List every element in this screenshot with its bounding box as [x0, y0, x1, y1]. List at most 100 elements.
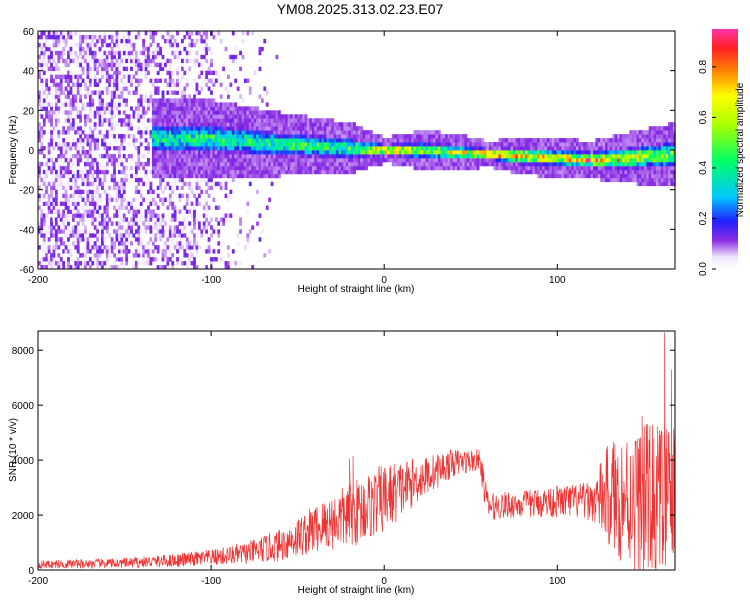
spectrogram-cell — [639, 153, 642, 159]
spectrogram-cell — [137, 114, 141, 119]
spectrogram-cell — [246, 165, 250, 171]
spectrogram-cell — [277, 134, 281, 139]
spectrogram-cell — [86, 237, 90, 242]
spectrogram-cell — [47, 237, 51, 242]
spectrogram-cell — [91, 233, 95, 238]
spectrogram-cell — [74, 225, 78, 230]
spectrogram-cell — [88, 249, 92, 254]
spectrogram-cell — [517, 169, 521, 175]
spectrogram-cell — [178, 102, 182, 107]
spectrogram-cell — [134, 249, 138, 254]
spectrogram-cell — [142, 153, 146, 159]
spectrogram-cell — [190, 173, 194, 179]
spectrogram-cell — [52, 82, 56, 87]
spectrogram-cell — [534, 146, 538, 151]
spectrogram-cell — [256, 134, 259, 139]
spectrogram-cell — [282, 122, 286, 127]
spectrogram-cell — [40, 233, 44, 238]
spectrogram-cell — [183, 150, 187, 155]
spectrogram-cell — [161, 94, 165, 99]
spectrogram-cell — [98, 38, 102, 44]
spectrogram-cell — [64, 205, 68, 210]
spectrogram-cell — [173, 233, 177, 238]
spectrogram-cell — [304, 146, 308, 151]
spectrogram-cell — [115, 58, 119, 64]
spectrogram-cell — [227, 261, 230, 266]
spectrogram-cell — [285, 130, 288, 135]
spectrogram-cell — [67, 114, 70, 119]
spectrogram-cell — [207, 241, 211, 246]
spectrogram-cell — [260, 98, 264, 103]
spectrogram-cell — [442, 153, 446, 159]
spectrogram-cell — [333, 161, 337, 167]
spectrogram-cell — [168, 142, 172, 147]
spectrogram-cell — [115, 70, 119, 76]
spectrogram-cell — [411, 138, 415, 143]
spectrogram-cell — [105, 62, 109, 68]
spectrogram-cell — [605, 161, 608, 167]
spectrogram-cell — [168, 165, 172, 171]
spectrogram-cell — [287, 134, 291, 139]
spectrogram-cell — [103, 209, 107, 214]
spectrogram-cell — [285, 146, 288, 151]
spectrogram-cell — [151, 241, 155, 246]
spectrogram-cell — [84, 165, 87, 171]
spectrogram-cell — [84, 50, 87, 56]
spectrogram-cell — [86, 70, 90, 76]
spectrogram-cell — [96, 70, 99, 76]
spectrogram-cell — [227, 122, 230, 127]
spectrogram-cell — [408, 142, 412, 147]
spectrogram-cell — [316, 138, 320, 143]
spectrogram-cell — [52, 42, 56, 48]
spectrogram-cell — [200, 153, 204, 159]
spectrogram-cell — [631, 134, 635, 139]
spectrogram-cell — [62, 153, 66, 159]
spectrogram-cell — [660, 181, 664, 187]
spectrogram-cell — [229, 138, 233, 143]
spectrogram-cell — [464, 161, 468, 167]
spectrogram-cell — [71, 142, 75, 147]
spectrogram-cell — [546, 165, 550, 171]
spectrogram-cell — [566, 153, 570, 159]
spectrogram-cell — [227, 90, 230, 95]
spectrogram-cell — [292, 122, 296, 127]
spectrogram-cell — [156, 205, 160, 210]
spectrogram-cell — [50, 257, 53, 262]
spectrogram-cell — [93, 114, 97, 119]
spectrogram-cell — [98, 122, 102, 127]
spectrogram-cell — [651, 146, 654, 151]
spectrogram-cell — [442, 134, 446, 139]
spectrogram-cell — [231, 54, 235, 60]
spectrogram-cell — [309, 161, 313, 167]
spectrogram-cell — [190, 118, 194, 123]
spectrogram-cell — [52, 257, 56, 262]
spectrogram-cell — [256, 122, 259, 127]
spectrogram-cell — [149, 90, 153, 95]
spectrogram-cell — [617, 173, 621, 179]
spectrogram-cell — [287, 150, 291, 155]
spectrogram-cell — [231, 161, 235, 167]
spectrogram-cell — [69, 165, 73, 171]
spectrogram-cell — [81, 66, 85, 72]
spectrogram-cell — [452, 153, 456, 159]
spectrogram-cell — [512, 161, 516, 167]
spectrogram-cell — [166, 161, 170, 167]
spectrogram-cell — [306, 161, 310, 167]
spectrogram-cell — [546, 173, 550, 179]
spectrogram-cell — [314, 153, 318, 159]
spectrogram-cell — [159, 165, 162, 171]
spectrogram-cell — [234, 165, 238, 171]
spectrogram-cell — [653, 153, 657, 159]
spectrogram-cell — [164, 165, 167, 171]
spectrogram-cell — [345, 169, 349, 175]
spectrogram-cell — [643, 169, 647, 175]
spectrogram-cell — [103, 189, 107, 195]
spectrogram-cell — [539, 169, 543, 175]
spectrogram-cell — [665, 165, 669, 171]
spectrogram-cell — [120, 201, 124, 206]
spectrogram-cell — [306, 138, 310, 143]
spectrogram-cell — [331, 130, 335, 135]
spectrogram-cell — [488, 157, 492, 163]
spectrogram-cell — [634, 169, 637, 175]
spectrogram-cell — [57, 253, 61, 258]
